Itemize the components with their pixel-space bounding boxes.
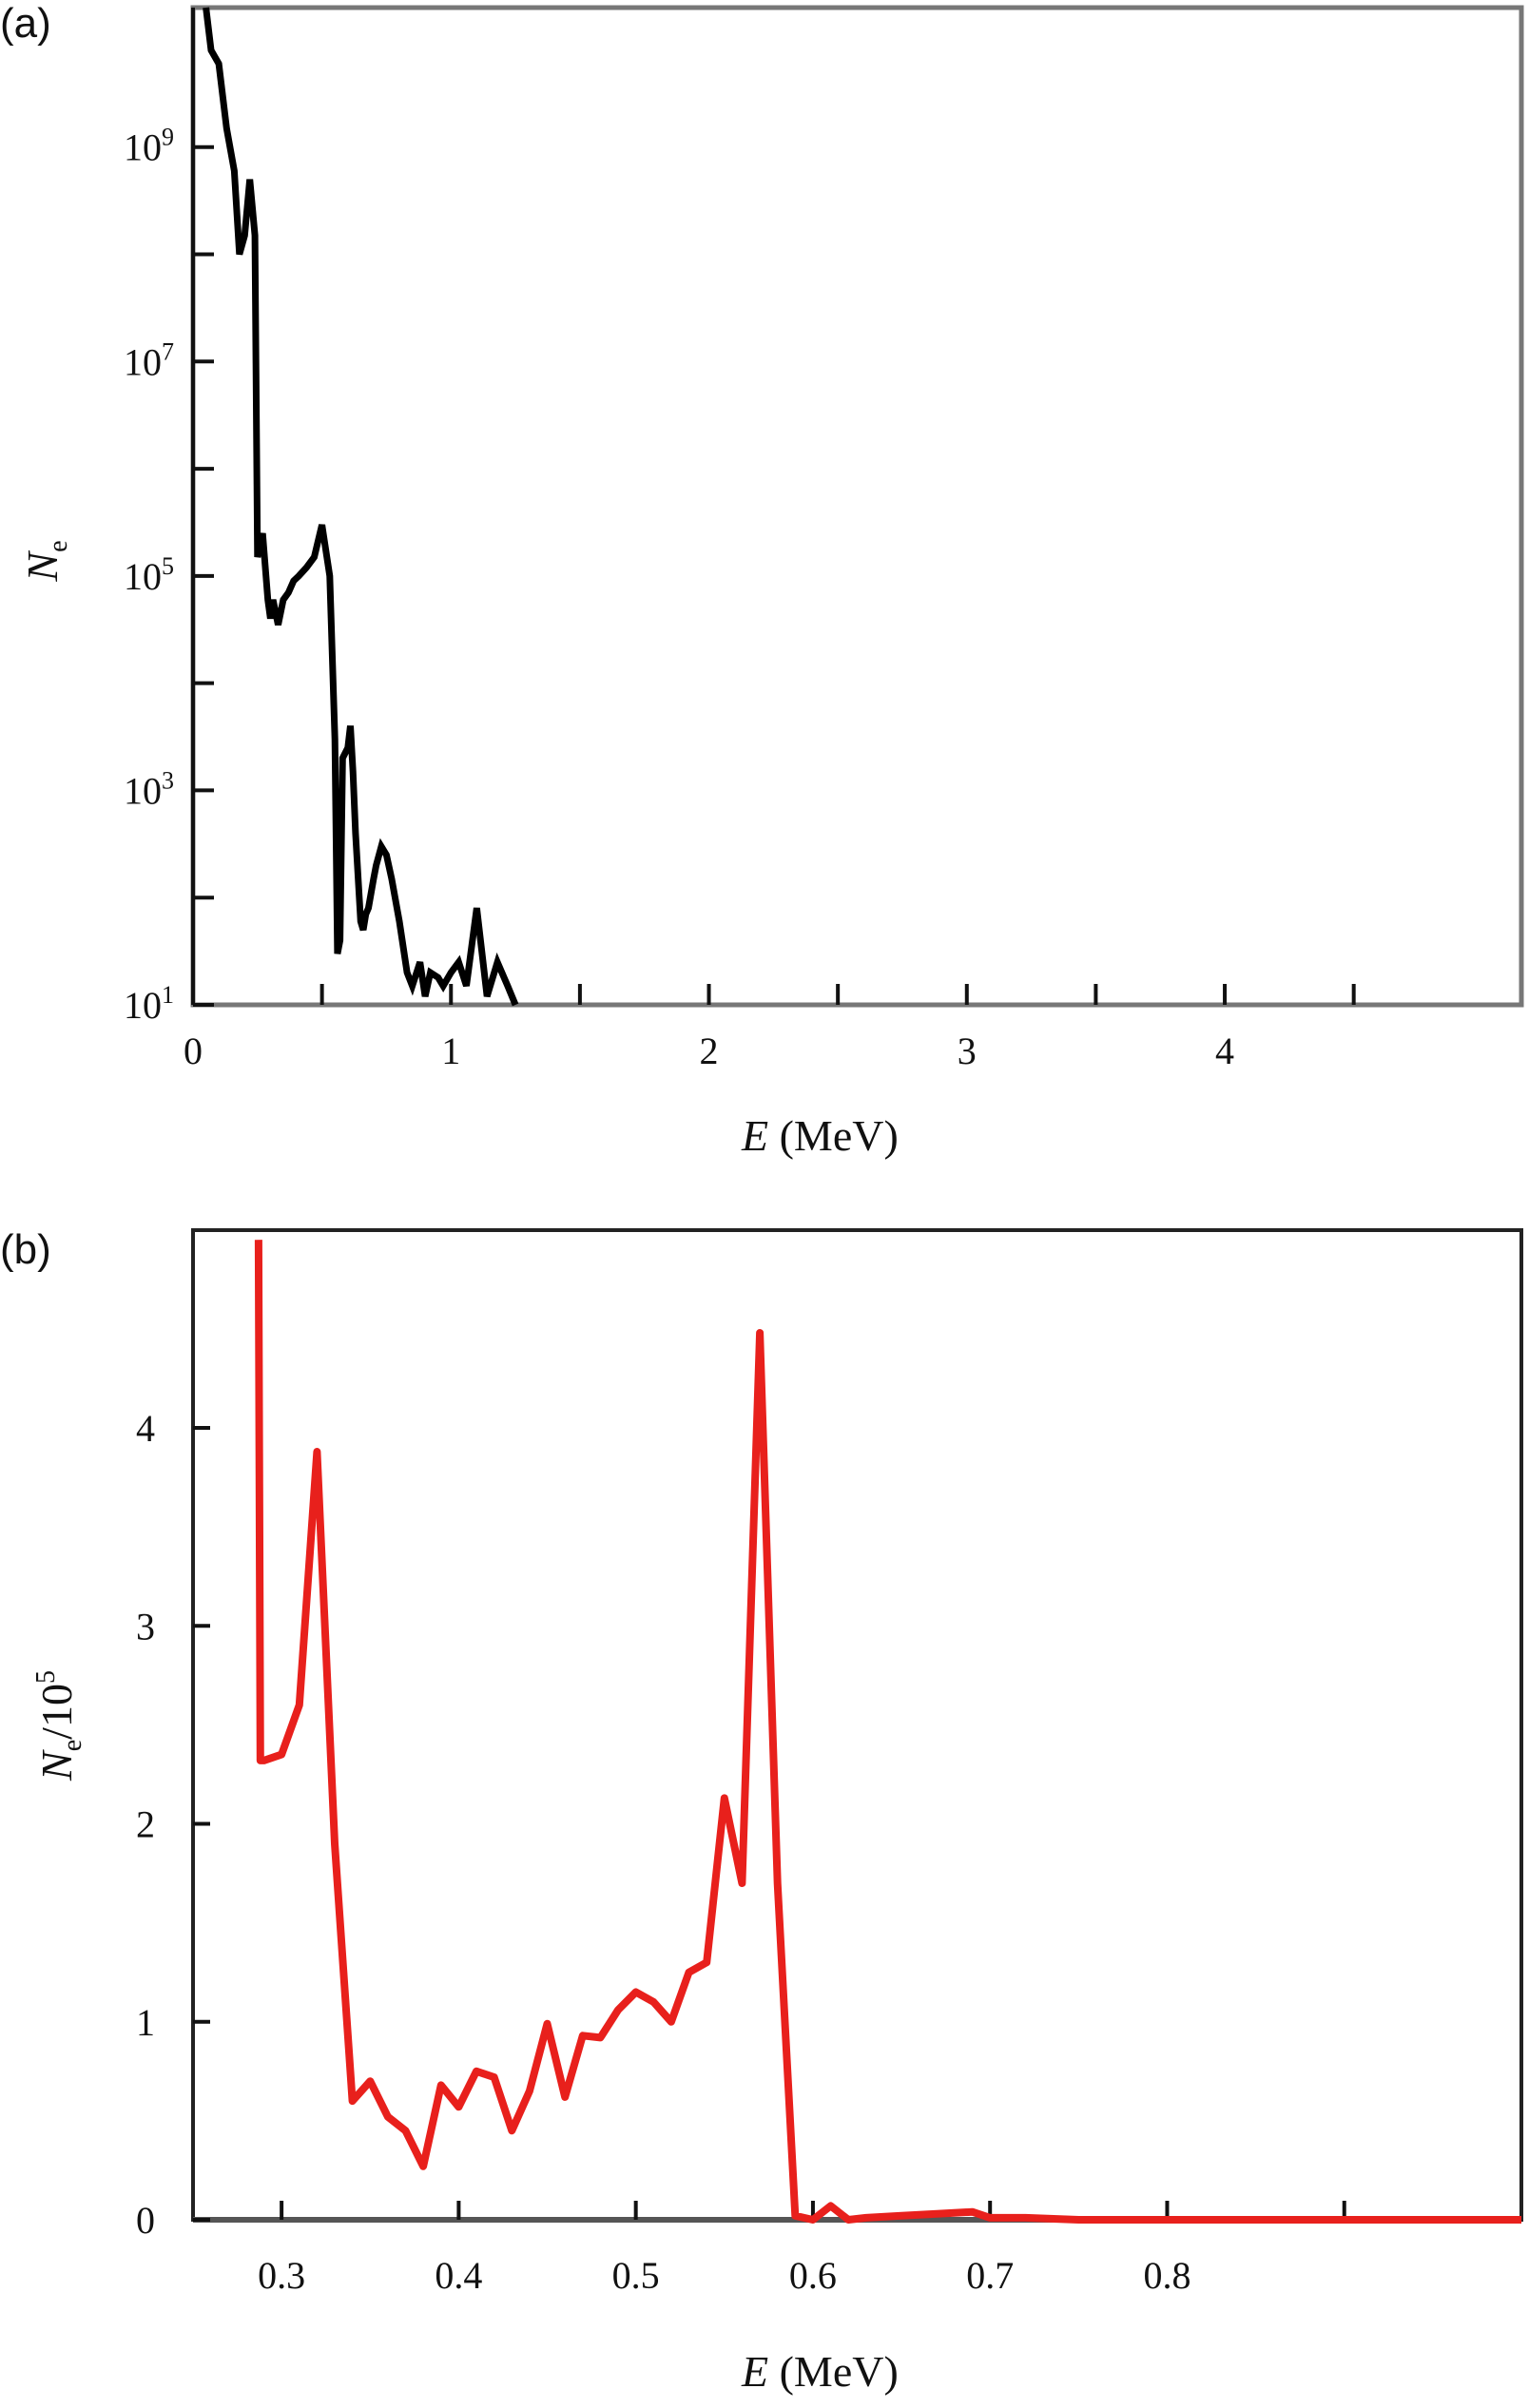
y-tick-label: 4 (136, 1407, 155, 1450)
panel-a-ticks (191, 144, 1356, 1007)
panel-b-plot-frame (191, 1228, 1523, 2222)
panel-a-chart: 0 1 2 3 4 101 103 105 107 109 E (MeV) Ne (18, 5, 1524, 1160)
x-tick-label: 0.7 (966, 2254, 1014, 2297)
y-tick-label: 1 (136, 2001, 155, 2044)
panel-a-tick-labels: 0 1 2 3 4 101 103 105 107 109 (124, 124, 1234, 1072)
x-tick-label: 0.5 (612, 2254, 660, 2297)
y-tick-label: 107 (124, 337, 174, 383)
panel-b-y-axis-title: Ne/105 (31, 1670, 87, 1782)
x-tick-label: 0.6 (789, 2254, 837, 2297)
x-tick-label: 3 (958, 1030, 977, 1072)
y-tick-label: 3 (136, 1605, 155, 1647)
panel-a-label: (a) (0, 0, 51, 47)
y-tick-label: 101 (124, 981, 174, 1027)
panel-a-plot-frame (190, 5, 1524, 1008)
panel-b-spectrum-line (254, 1240, 1521, 2224)
x-tick-label: 0 (184, 1030, 203, 1072)
panel-a-x-axis-title: E (MeV) (741, 1111, 899, 1160)
x-tick-label: 0.3 (258, 2254, 305, 2297)
x-tick-label: 2 (700, 1030, 719, 1072)
panel-b-x-axis-title: E (MeV) (741, 2347, 899, 2396)
y-tick-label: 105 (124, 552, 174, 598)
panel-b-chart: 0.3 0.4 0.5 0.6 0.7 0.8 0 1 2 3 4 E (MeV) Ne/105 (31, 1228, 1523, 2396)
panel-b-tick-labels: 0.3 0.4 0.5 0.6 0.7 0.8 0 1 2 3 4 (136, 1407, 1190, 2297)
panel-a-y-axis-title: Ne (18, 540, 73, 582)
y-tick-label: 2 (136, 1803, 155, 1846)
x-tick-label: 0.8 (1143, 2254, 1190, 2297)
panel-b-label: (b) (0, 1226, 51, 1273)
panel-a-spectrum-line (203, 7, 519, 1007)
y-tick-label: 0 (136, 2199, 155, 2242)
y-tick-label: 109 (124, 124, 174, 169)
x-tick-label: 4 (1215, 1030, 1234, 1072)
x-tick-label: 1 (441, 1030, 460, 1072)
y-tick-label: 103 (124, 766, 174, 812)
x-tick-label: 0.4 (435, 2254, 482, 2297)
